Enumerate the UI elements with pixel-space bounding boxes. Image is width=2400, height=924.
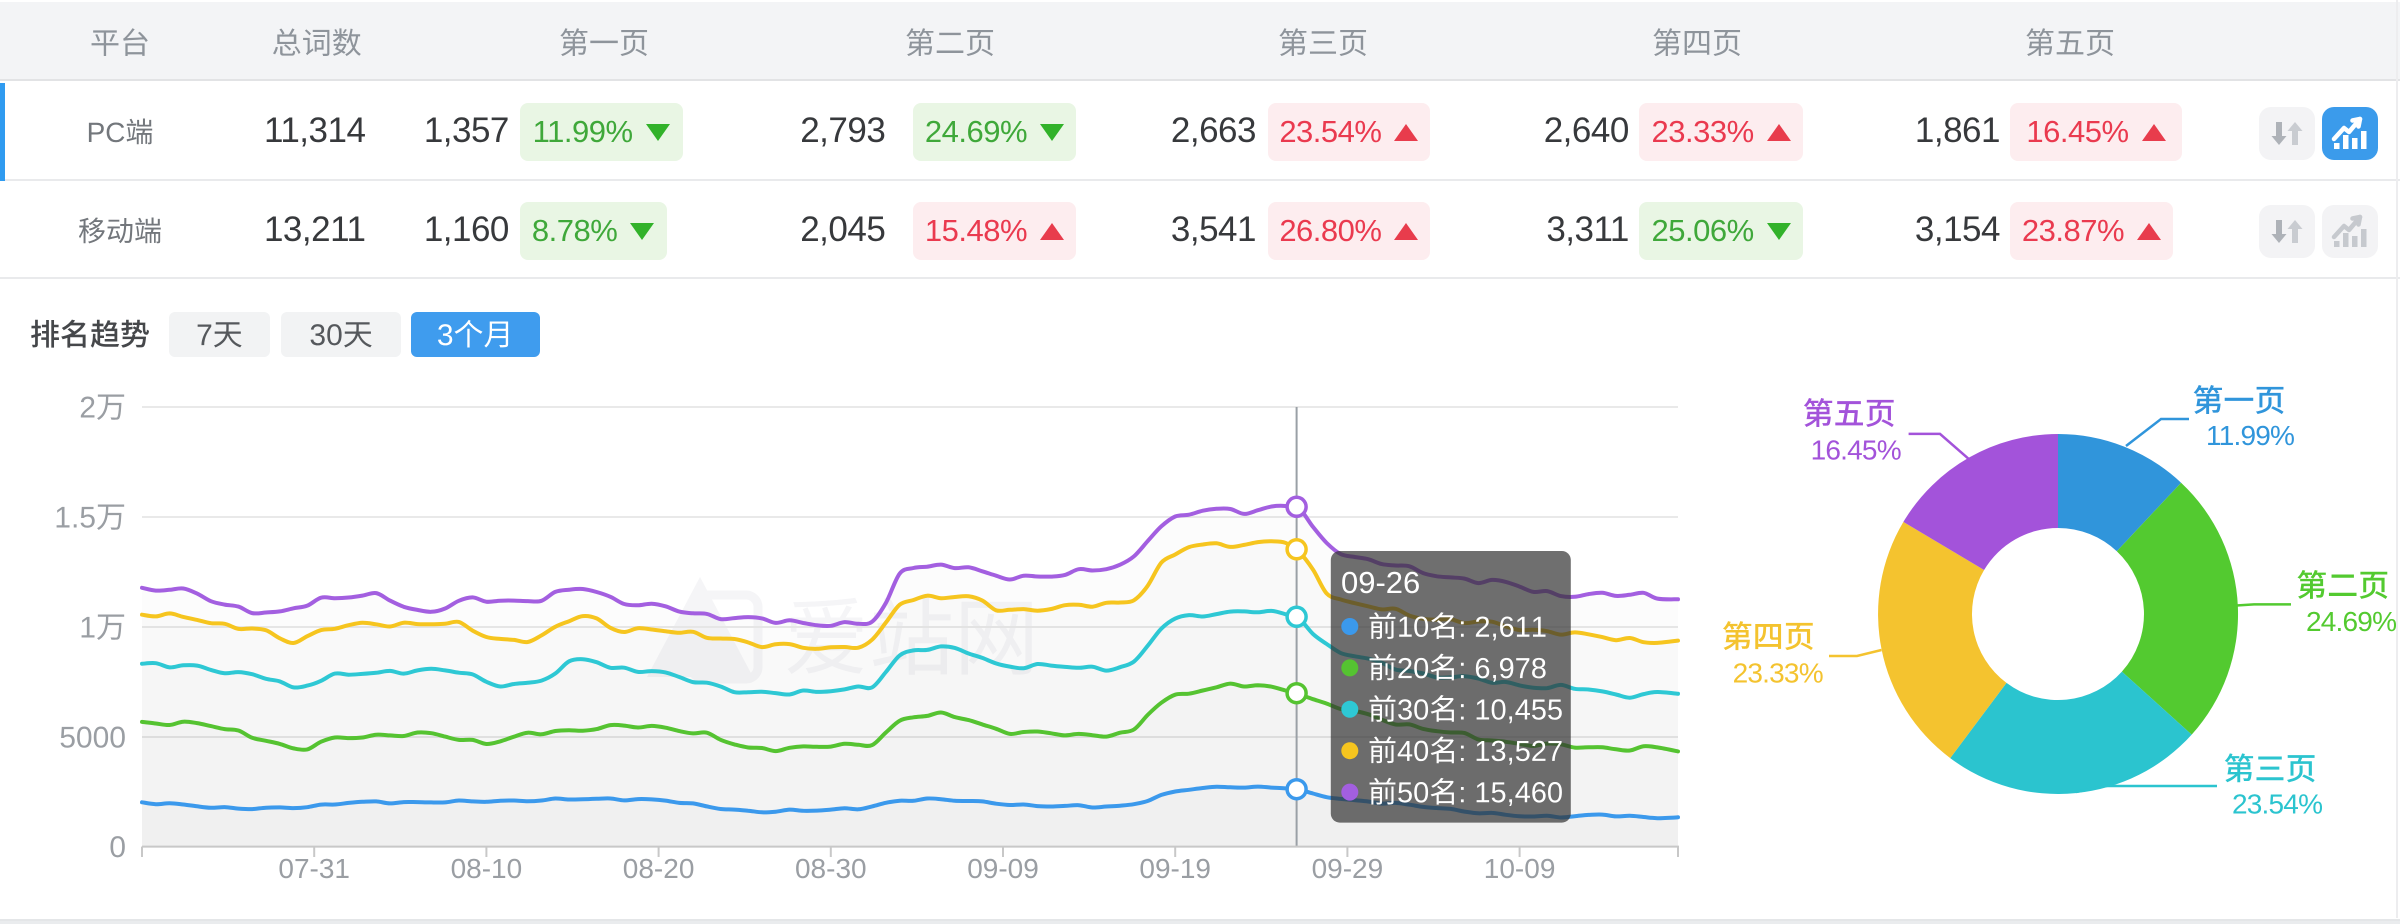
svg-text:16.45%: 16.45%: [1811, 435, 1901, 466]
svg-text:10-09: 10-09: [1484, 853, 1556, 884]
svg-text:08-10: 08-10: [451, 853, 523, 884]
svg-text:24.69%: 24.69%: [2306, 606, 2396, 637]
svg-text:09-09: 09-09: [967, 853, 1039, 884]
svg-text:23.54%: 23.54%: [2232, 789, 2322, 820]
svg-text:07-31: 07-31: [278, 853, 350, 884]
svg-text:08-20: 08-20: [623, 853, 695, 884]
svg-text:11.99%: 11.99%: [2206, 420, 2294, 451]
svg-text:09-19: 09-19: [1139, 853, 1211, 884]
svg-text:08-30: 08-30: [795, 853, 867, 884]
svg-text:09-29: 09-29: [1312, 853, 1384, 884]
svg-text:23.33%: 23.33%: [1733, 658, 1823, 689]
